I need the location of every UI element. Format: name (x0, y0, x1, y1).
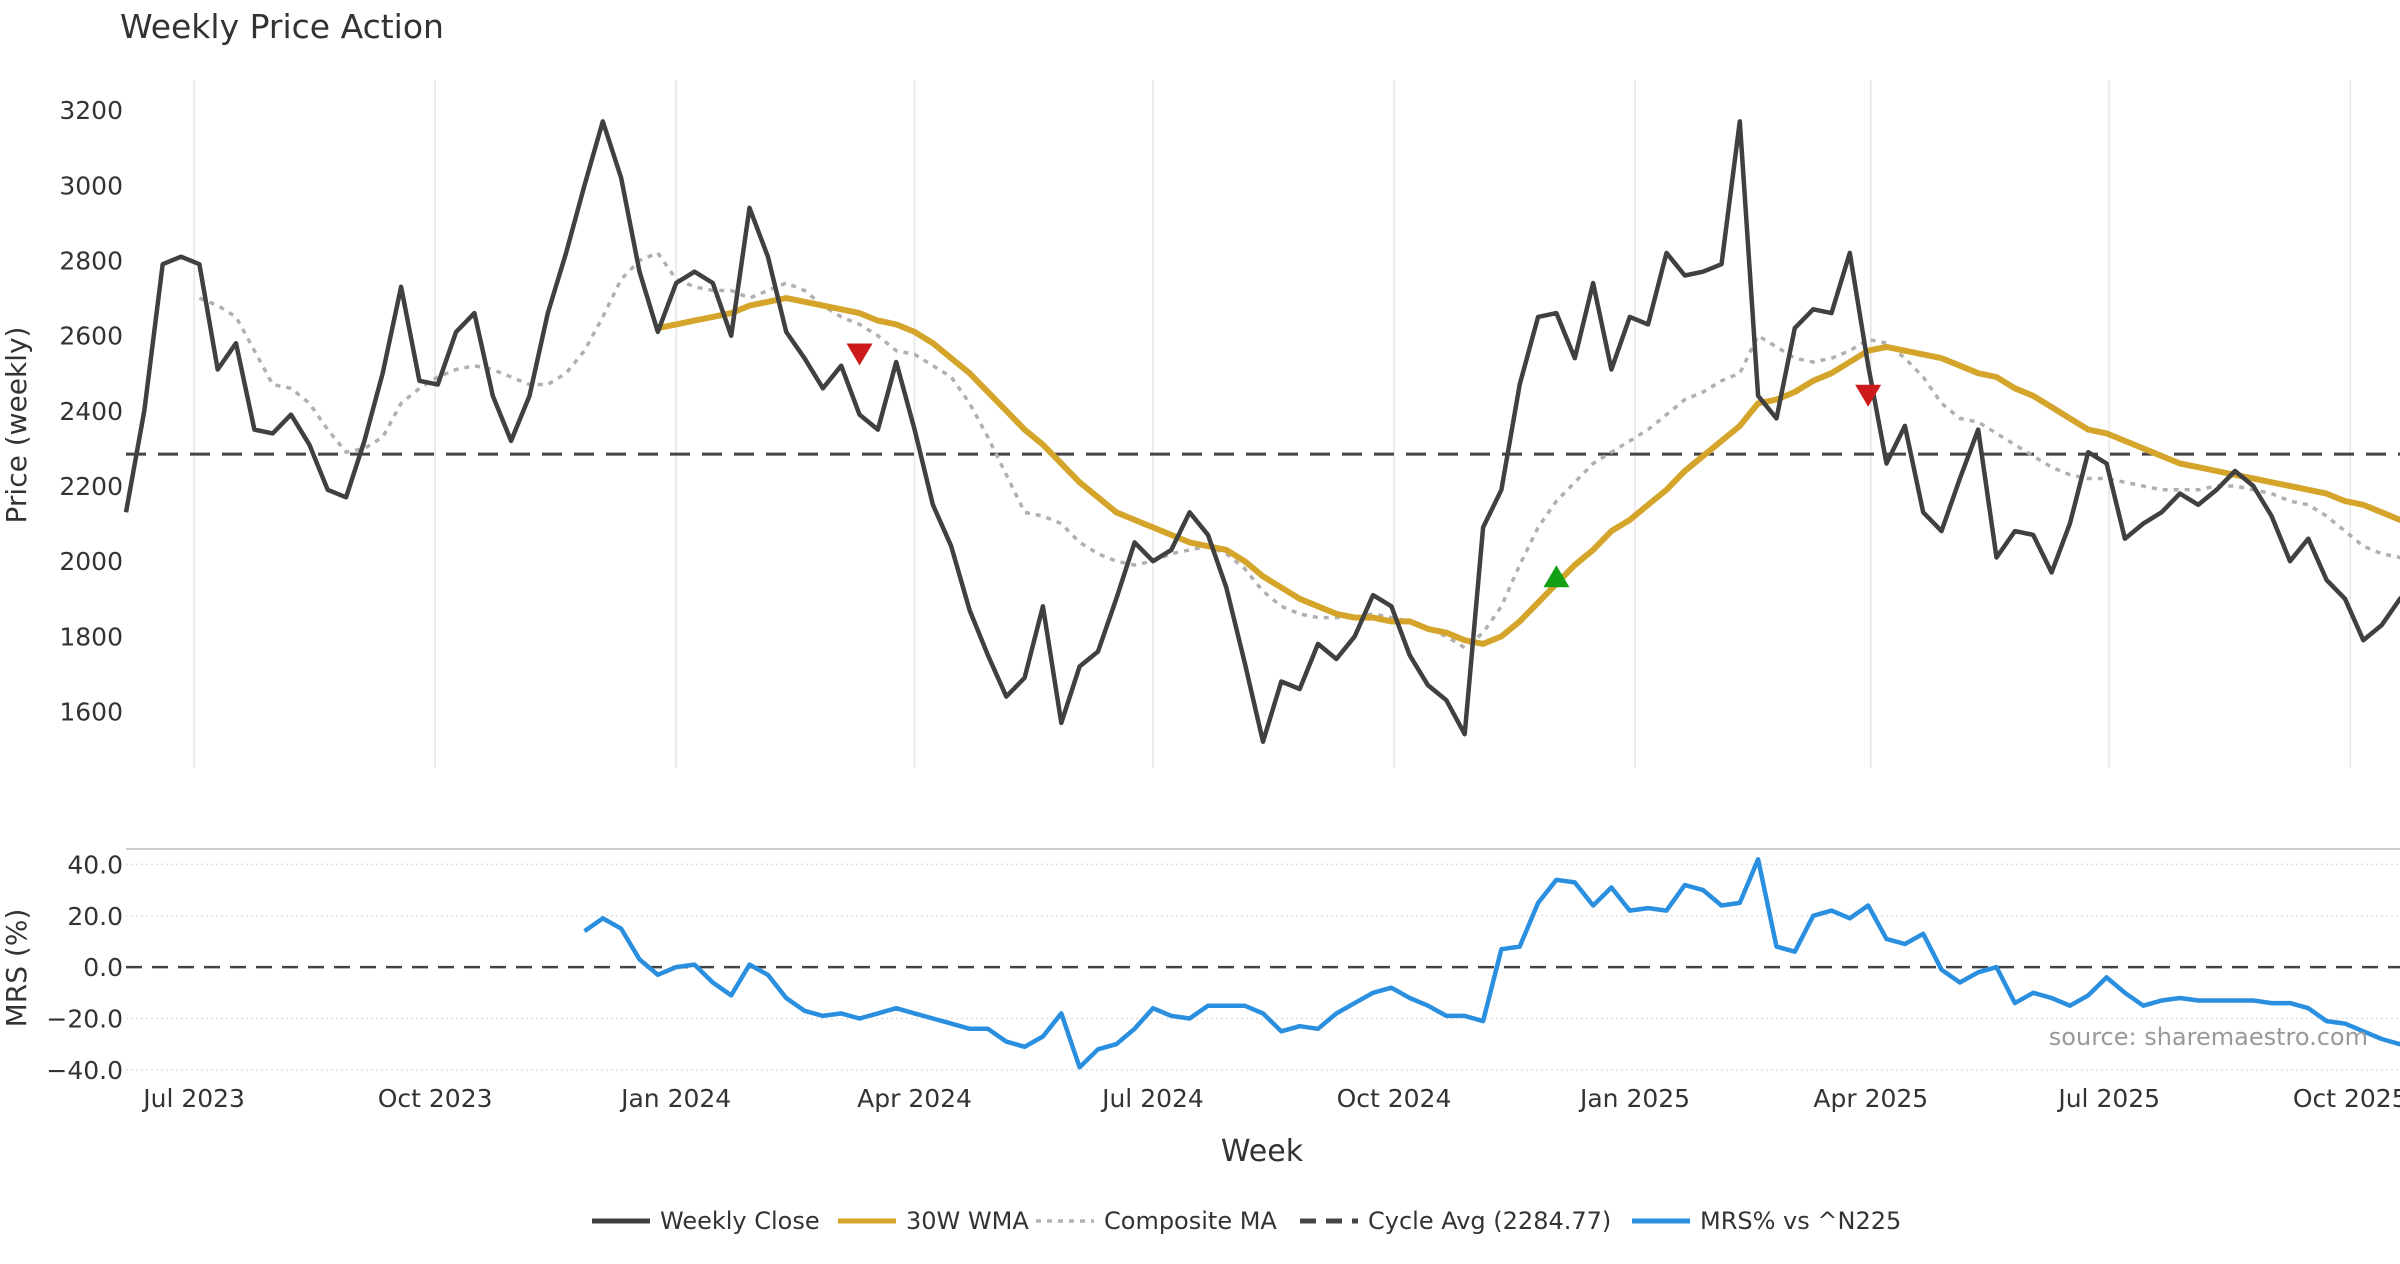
x-tick-label: Apr 2025 (1813, 1084, 1928, 1113)
mrs-y-axis-label: MRS (%) (0, 909, 33, 1028)
chart-title: Weekly Price Action (120, 7, 444, 46)
x-tick-label: Oct 2024 (1337, 1084, 1452, 1113)
sell-signal-marker (847, 343, 873, 365)
x-tick-label: Jul 2025 (2056, 1084, 2160, 1113)
x-tick-label: Jan 2024 (619, 1084, 731, 1113)
mrs-y-ticks: 40.0 20.0 0.0 −20.0 −40.0 (46, 850, 123, 1084)
x-tick-label: Oct 2023 (378, 1084, 493, 1113)
price-panel: 1600 1800 2000 2200 2400 2600 2800 3000 3200 Pri… (0, 80, 2400, 768)
price-y-tick-label: 2400 (59, 397, 123, 426)
x-tick-label: Jul 2023 (141, 1084, 245, 1113)
price-y-tick-label: 2800 (59, 246, 123, 275)
price-y-tick-label: 1600 (59, 698, 123, 727)
mrs-y-tick-label: 20.0 (67, 902, 123, 931)
x-axis-ticks: Jul 2023 Oct 2023 Jan 2024 Apr 2024 Jul 2024… (141, 1084, 2400, 1113)
mrs-y-tick-label: −20.0 (46, 1005, 123, 1034)
x-tick-label: Oct 2025 (2293, 1084, 2400, 1113)
price-y-tick-label: 1800 (59, 622, 123, 651)
x-tick-label: Jul 2024 (1100, 1084, 1204, 1113)
price-y-tick-label: 3000 (59, 171, 123, 200)
x-axis-label: Week (1221, 1134, 1304, 1169)
legend: Weekly Close 30W WMA Composite MA Cycle Avg… (592, 1207, 1901, 1235)
legend-label-composite: Composite MA (1104, 1207, 1277, 1235)
mrs-y-tick-label: −40.0 (46, 1056, 123, 1085)
mrs-y-tick-label: 40.0 (67, 850, 123, 879)
mrs-panel: 40.0 20.0 0.0 −20.0 −40.0 MRS (%) source: sh… (0, 849, 2400, 1085)
price-y-tick-label: 2200 (59, 472, 123, 501)
mrs-y-tick-label: 0.0 (83, 953, 123, 982)
source-note: source: sharemaestro.com (2049, 1023, 2368, 1051)
x-tick-label: Jan 2025 (1578, 1084, 1690, 1113)
price-series-group (126, 121, 2400, 741)
price-y-axis-label: Price (weekly) (0, 327, 33, 524)
price-y-tick-label: 2600 (59, 322, 123, 351)
price-y-tick-label: 3200 (59, 96, 123, 125)
legend-label-mrs: MRS% vs ^N225 (1700, 1207, 1901, 1235)
series-line-composite (199, 253, 2400, 648)
legend-label-close: Weekly Close (660, 1207, 820, 1235)
legend-label-cycle: Cycle Avg (2284.77) (1368, 1207, 1611, 1235)
legend-label-wma: 30W WMA (906, 1207, 1029, 1235)
price-y-tick-label: 2000 (59, 547, 123, 576)
price-y-ticks: 1600 1800 2000 2200 2400 2600 2800 3000 3200 (59, 96, 123, 727)
x-tick-label: Apr 2024 (857, 1084, 972, 1113)
series-line-close (126, 121, 2400, 741)
